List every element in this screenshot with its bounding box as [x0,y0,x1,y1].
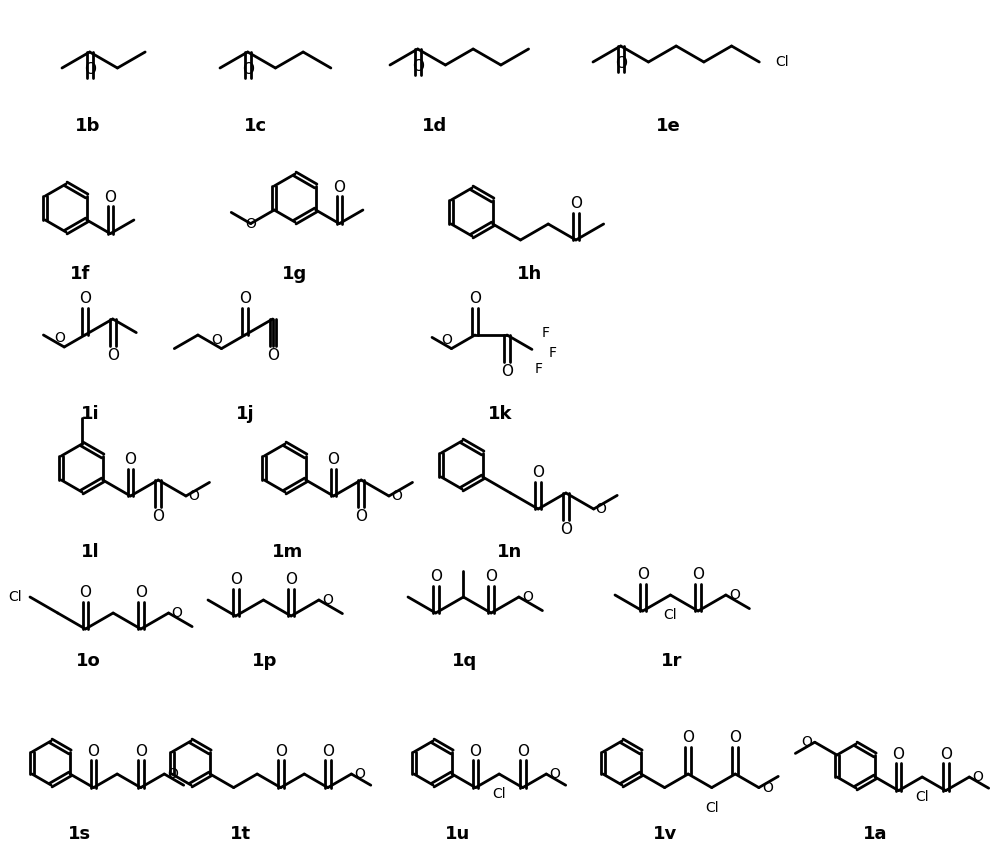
Text: O: O [212,333,222,347]
Text: O: O [88,744,100,759]
Text: O: O [801,735,812,749]
Text: F: F [541,326,549,341]
Text: O: O [729,730,741,746]
Text: O: O [940,747,952,762]
Text: O: O [135,744,147,759]
Text: 1p: 1p [252,652,278,670]
Text: 1h: 1h [517,265,543,283]
Text: F: F [548,346,556,360]
Text: O: O [167,767,178,781]
Text: O: O [107,348,119,363]
Text: 1t: 1t [229,825,251,843]
Text: 1d: 1d [422,117,448,135]
Text: O: O [152,508,164,524]
Text: 1g: 1g [282,265,308,283]
Text: 1f: 1f [70,265,90,283]
Text: O: O [469,291,481,306]
Text: O: O [322,744,334,759]
Text: Cl: Cl [705,800,719,815]
Text: 1m: 1m [272,543,304,561]
Text: O: O [391,489,402,503]
Text: O: O [596,502,607,516]
Text: 1a: 1a [863,825,887,843]
Text: O: O [333,180,345,195]
Text: O: O [412,59,424,74]
Text: 1b: 1b [75,117,101,135]
Text: O: O [124,452,136,467]
Text: O: O [532,466,544,480]
Text: O: O [692,568,704,582]
Text: O: O [354,767,365,781]
Text: O: O [501,364,513,378]
Text: O: O [615,56,627,71]
Text: 1u: 1u [445,825,471,843]
Text: O: O [682,730,694,746]
Text: O: O [549,767,560,781]
Text: O: O [470,744,482,759]
Text: 1e: 1e [656,117,680,135]
Text: O: O [54,331,65,345]
Text: 1q: 1q [452,652,478,670]
Text: O: O [327,452,339,467]
Text: Cl: Cl [915,790,929,804]
Text: O: O [267,348,279,363]
Text: O: O [560,521,572,537]
Text: 1o: 1o [76,652,100,670]
Text: 1c: 1c [243,117,267,135]
Text: 1i: 1i [81,405,99,423]
Text: Cl: Cl [8,590,22,604]
Text: 1r: 1r [661,652,683,670]
Text: O: O [285,573,297,587]
Text: O: O [242,62,254,77]
Text: O: O [430,569,442,585]
Text: O: O [245,217,256,230]
Text: 1k: 1k [488,405,512,423]
Text: O: O [485,569,497,585]
Text: O: O [172,606,182,620]
Text: O: O [79,586,91,600]
Text: O: O [322,593,333,607]
Text: 1v: 1v [653,825,677,843]
Text: O: O [762,781,773,794]
Text: O: O [570,196,582,211]
Text: O: O [230,573,242,587]
Text: O: O [355,508,367,524]
Text: 1l: 1l [81,543,99,561]
Text: O: O [84,62,96,77]
Text: O: O [729,588,740,602]
Text: F: F [535,362,543,376]
Text: 1s: 1s [68,825,92,843]
Text: O: O [239,291,251,306]
Text: 1n: 1n [497,543,523,561]
Text: O: O [188,489,199,503]
Text: O: O [104,190,116,205]
Text: Cl: Cl [775,55,789,69]
Text: O: O [972,770,983,784]
Text: Cl: Cl [492,787,506,801]
Text: O: O [637,568,649,582]
Text: O: O [442,333,452,347]
Text: O: O [79,291,91,306]
Text: O: O [522,590,533,604]
Text: Cl: Cl [664,608,677,622]
Text: 1j: 1j [236,405,254,423]
Text: O: O [517,744,529,759]
Text: O: O [135,586,147,600]
Text: O: O [275,744,287,759]
Text: O: O [893,747,905,762]
